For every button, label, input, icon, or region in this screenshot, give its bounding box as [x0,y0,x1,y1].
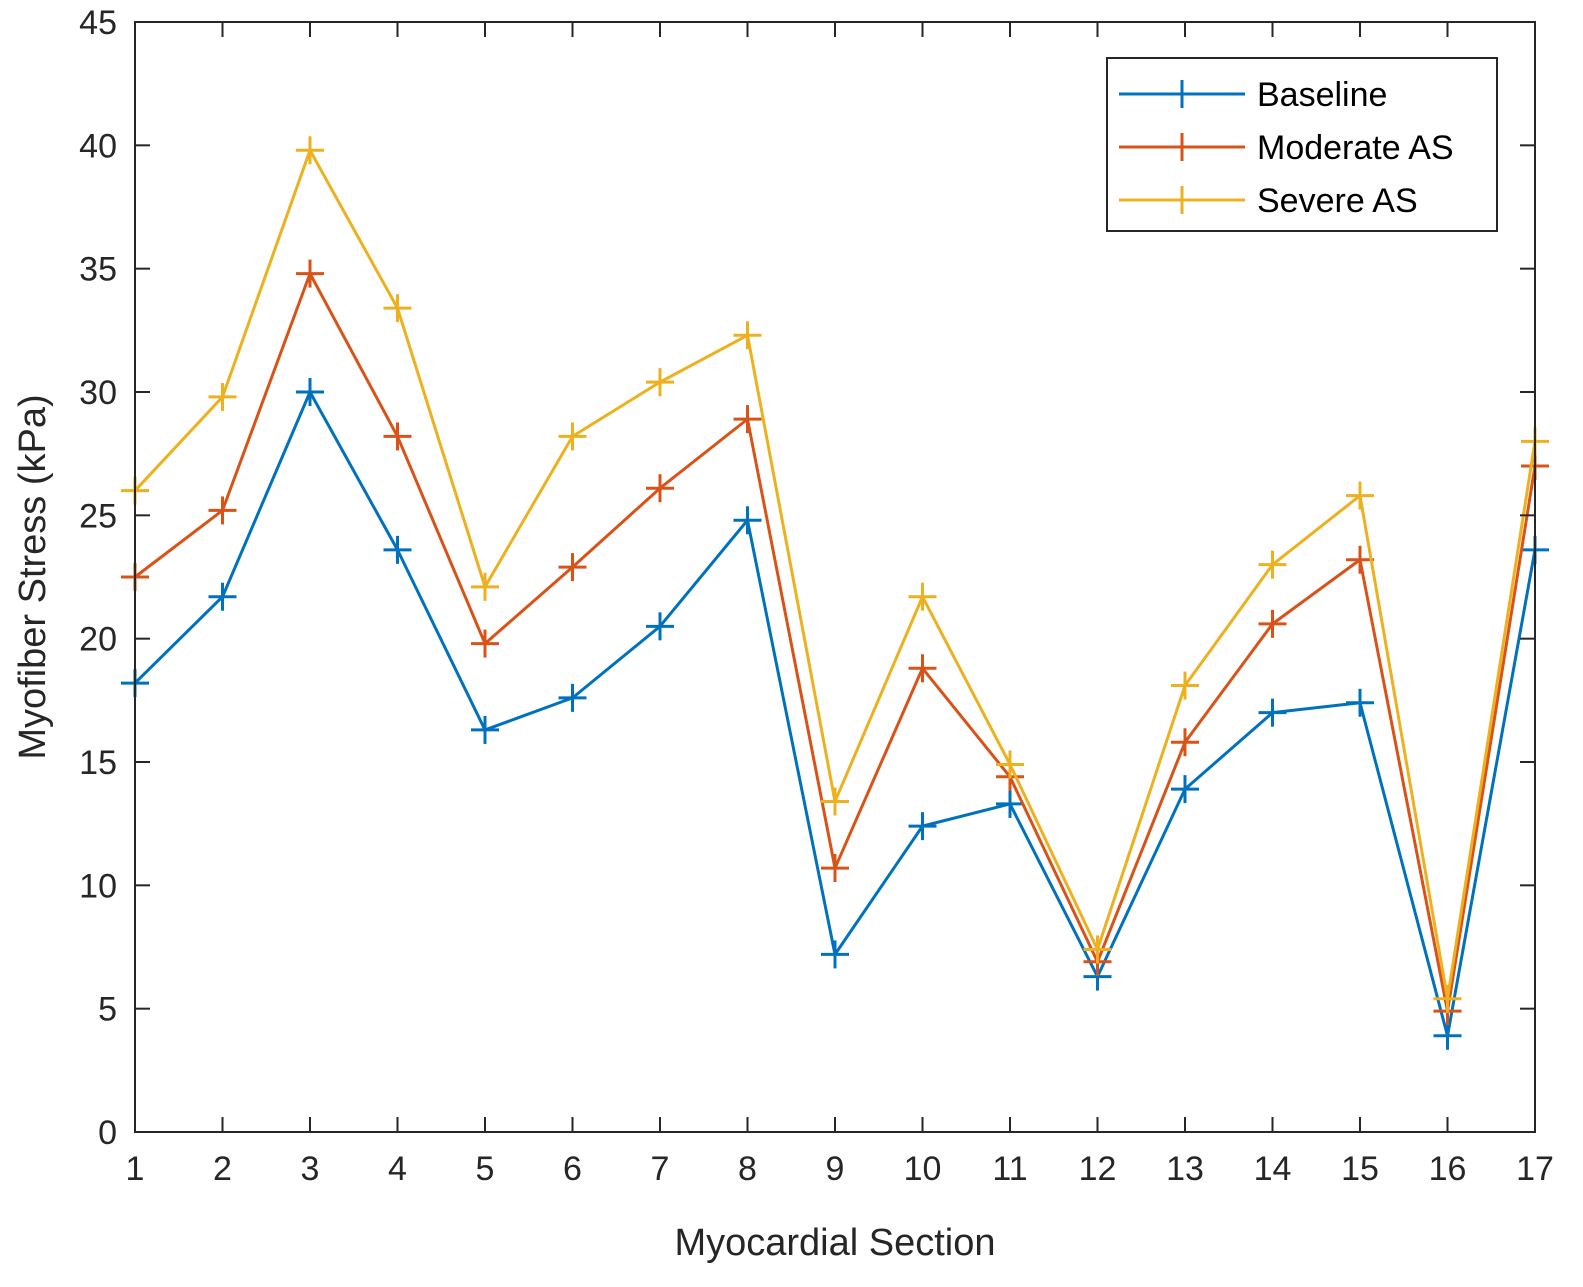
x-tick-label: 4 [388,1150,407,1188]
data-point [1171,775,1199,804]
data-point [383,422,412,451]
y-tick-label: 30 [79,374,117,412]
y-tick-label: 20 [79,621,117,659]
data-point [996,789,1024,818]
x-tick-label: 10 [904,1150,942,1188]
data-point [558,683,587,712]
data-point [1433,1021,1462,1050]
data-point [646,612,674,641]
ticks-layer: 1 2 3 4 5 6 7 8 9 10 11 12 13 14 15 16 17051015202530354… [79,4,1554,1188]
data-point [908,812,937,841]
x-tick-label: 17 [1516,1150,1554,1188]
data-point [296,259,324,288]
x-tick-label: 7 [651,1150,670,1188]
y-axis-title: Myofiber Stress (kPa) [12,394,54,759]
x-tick-label: 1 [126,1150,145,1188]
y-tick-label: 15 [79,744,117,782]
data-point [908,654,937,683]
data-point [1346,481,1374,510]
data-point [296,378,324,406]
data-point [646,474,674,503]
legend-entry: Severe AS [1119,182,1418,220]
legend-entry: Moderate AS [1119,129,1454,167]
x-tick-label: 12 [1079,1150,1117,1188]
x-tick-label: 11 [992,1150,1027,1188]
data-point [558,553,587,582]
x-tick-label: 8 [738,1150,757,1188]
y-tick-label: 5 [98,991,117,1029]
y-tick-label: 25 [79,497,117,535]
y-tick-label: 10 [79,867,117,905]
data-point [1258,698,1287,727]
legend: Baseline Moderate AS Severe AS [1106,57,1498,232]
legend-label: Moderate AS [1257,129,1454,167]
data-point [1171,671,1199,700]
x-tick-label: 9 [826,1150,845,1188]
x-tick-label: 5 [476,1150,495,1188]
data-point [1258,550,1287,579]
data-point [821,787,849,816]
x-tick-label: 13 [1166,1150,1204,1188]
data-point [471,572,499,601]
data-point [733,506,762,535]
data-point [821,854,849,883]
x-tick-label: 15 [1341,1150,1379,1188]
data-point [383,294,412,323]
data-point [646,368,674,397]
data-point [908,582,937,611]
data-point [471,629,499,658]
data-point [1346,688,1374,717]
y-tick-label: 0 [98,1114,117,1152]
data-point [1258,609,1287,638]
x-tick-label: 2 [213,1150,232,1188]
data-point [733,405,762,434]
data-point [208,496,237,525]
legend-label: Baseline [1257,76,1387,114]
data-point [208,582,237,611]
data-point [1346,545,1374,574]
x-tick-label: 16 [1429,1150,1467,1188]
legend-entry: Baseline [1119,76,1387,114]
data-point [1433,984,1462,1013]
legend-label: Severe AS [1257,182,1418,220]
data-point [208,382,237,411]
y-tick-label: 45 [79,4,117,42]
x-tick-label: 6 [563,1150,582,1188]
data-point [1083,935,1112,964]
data-point [471,715,499,744]
data-point [558,422,587,451]
x-tick-label: 3 [301,1150,320,1188]
data-point [733,321,762,350]
legend-box [1106,57,1498,232]
data-point [821,940,849,969]
data-point [296,136,324,165]
y-tick-label: 40 [79,127,117,165]
x-axis-title: Myocardial Section [674,1222,995,1264]
x-tick-label: 14 [1254,1150,1292,1188]
data-point [383,535,412,564]
y-tick-label: 35 [79,251,117,289]
data-point [996,750,1024,779]
data-point [1171,728,1199,757]
